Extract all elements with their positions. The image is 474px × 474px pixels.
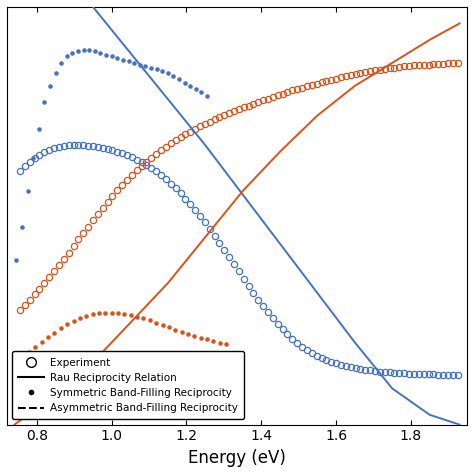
Legend: Experiment, Rau Reciprocity Relation, Symmetric Band-Filling Reciprocity, Asymme: Experiment, Rau Reciprocity Relation, Sy… [12,351,244,419]
X-axis label: Energy (eV): Energy (eV) [188,449,286,467]
